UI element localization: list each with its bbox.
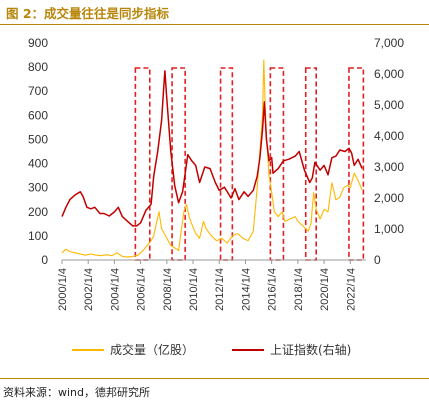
- y-right-tick-6: 6,000: [374, 67, 404, 81]
- legend-index-label: 上证指数(右轴): [270, 342, 351, 357]
- y-right-tick-1: 1,000: [374, 222, 404, 236]
- legend: 成交量（亿股） 上证指数(右轴): [72, 342, 351, 357]
- x-tick-11: 2022/1/4: [345, 268, 357, 311]
- x-tick-10: 2020/1/4: [319, 268, 331, 311]
- highlight-box-2: [219, 67, 234, 261]
- x-tick-4: 2008/1/4: [162, 268, 174, 311]
- y-right-tick-3: 3,000: [374, 160, 404, 174]
- y-left-tick-2: 200: [28, 205, 48, 219]
- axes: 0 100 200 300 400 500 600 700 800 900 0 1,000 2,000 3…: [28, 36, 404, 311]
- title-divider: [0, 24, 429, 25]
- x-tick-8: 2016/1/4: [267, 268, 279, 311]
- series-volume-line: [61, 59, 363, 258]
- figure-title: 图 2：成交量往往是同步指标: [6, 6, 170, 21]
- source-note: 资料来源：wind，德邦研究所: [3, 386, 151, 399]
- x-tick-6: 2012/1/4: [214, 268, 226, 311]
- x-tick-3: 2006/1/4: [136, 268, 148, 311]
- x-tick-5: 2010/1/4: [188, 268, 200, 311]
- series-index-line: [61, 70, 363, 227]
- highlight-box-5: [348, 67, 365, 261]
- x-tick-0: 2000/1/4: [57, 268, 69, 311]
- y-left-tick-5: 500: [28, 132, 48, 146]
- y-right-tick-5: 5,000: [374, 98, 404, 112]
- y-left-tick-9: 900: [28, 36, 48, 50]
- y-right-tick-4: 4,000: [374, 129, 404, 143]
- x-tick-7: 2014/1/4: [240, 268, 252, 311]
- y-left-tick-8: 800: [28, 60, 48, 74]
- x-tick-9: 2018/1/4: [293, 268, 305, 311]
- plot-area: [61, 59, 365, 261]
- volume-index-chart: 0 100 200 300 400 500 600 700 800 900 0 1,000 2,000 3…: [28, 36, 404, 357]
- y-left-tick-1: 100: [28, 229, 48, 243]
- legend-volume-label: 成交量（亿股）: [110, 342, 194, 357]
- y-left-tick-4: 400: [28, 157, 48, 171]
- y-right-tick-0: 0: [374, 253, 381, 267]
- x-tick-2: 2004/1/4: [109, 268, 121, 311]
- x-tick-1: 2002/1/4: [83, 268, 95, 311]
- highlight-box-1: [171, 67, 186, 261]
- highlight-box-0: [134, 67, 151, 261]
- y-left-tick-0: 0: [41, 253, 48, 267]
- y-left-tick-7: 700: [28, 84, 48, 98]
- y-left-tick-6: 600: [28, 108, 48, 122]
- y-left-tick-3: 300: [28, 181, 48, 195]
- footer-divider: [0, 378, 429, 379]
- y-right-tick-2: 2,000: [374, 191, 404, 205]
- y-right-tick-7: 7,000: [374, 36, 404, 50]
